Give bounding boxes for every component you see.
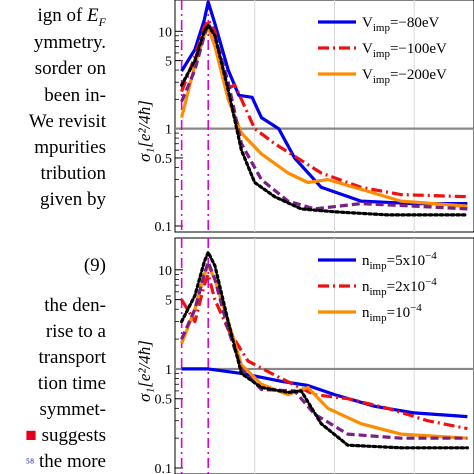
plot-area bbox=[175, 238, 474, 474]
text-line: rise to a bbox=[45, 321, 106, 342]
series-line-blue bbox=[181, 367, 468, 419]
text-line: symmet- bbox=[39, 399, 107, 420]
y-axis-label: σ₁[e²/4ħ] bbox=[135, 340, 154, 402]
series-line-red bbox=[180, 272, 468, 431]
text-line: mpurities bbox=[34, 137, 106, 158]
text-line: the den- bbox=[44, 295, 106, 316]
text-line: tribution bbox=[40, 163, 106, 184]
legend-entry: nimp=2x10−4 bbox=[362, 276, 437, 298]
text-line: sorder on bbox=[34, 58, 106, 79]
text-line: ⁵⁸ the more bbox=[25, 451, 106, 472]
legend-entry: Vimp=−80eV bbox=[362, 15, 440, 34]
series-line-orange bbox=[180, 264, 468, 440]
legend-entry: nimp=5x10−4 bbox=[362, 250, 437, 272]
y-axis-label: σ₁[e²/4ħ] bbox=[135, 100, 154, 162]
y-tick-label: 10 bbox=[158, 264, 172, 279]
chart-panel-top: 10 5 1 0.5 0.1 σ₁[e²/4ħ] Vimp=−80eV Vimp=−100eV… bbox=[135, 0, 474, 235]
y-tick-label: 1 bbox=[165, 123, 172, 138]
y-tick-label: 0.1 bbox=[155, 220, 173, 235]
plot-frame bbox=[174, 0, 474, 233]
text-line: been in- bbox=[44, 85, 106, 106]
series-line-black bbox=[180, 23, 469, 217]
plot-frame bbox=[174, 237, 474, 474]
legend-entry: nimp=10−4 bbox=[362, 302, 422, 324]
plot-area bbox=[175, 0, 474, 232]
y-tick-label: 0.1 bbox=[155, 462, 173, 474]
legend-entry: Vimp=−200eV bbox=[362, 67, 447, 86]
citation-mark[interactable]: ⁵⁸ bbox=[25, 456, 35, 470]
y-tick-label: 5 bbox=[165, 55, 172, 70]
text-line: transport bbox=[38, 347, 106, 368]
y-tick-label: 10 bbox=[158, 25, 172, 40]
text-line: given by bbox=[40, 189, 106, 210]
y-tick-label: 5 bbox=[165, 294, 172, 309]
text-line: ymmetry. bbox=[33, 32, 106, 53]
series-line-black bbox=[180, 250, 469, 450]
y-tick-label: 1 bbox=[165, 363, 172, 378]
paper-text-column: ign of EF ymmetry. sorder on been in- We… bbox=[0, 0, 120, 474]
y-tick-label: 0.5 bbox=[155, 393, 173, 408]
text-line: We revisit bbox=[28, 111, 106, 132]
series-line-blue bbox=[180, 0, 468, 206]
y-tick-label: 0.5 bbox=[155, 152, 173, 167]
chart-panel-bottom: 10 5 1 0.5 0.1 σ₁[e²/4ħ] nimp=5x10−4 nimp=2x10−… bbox=[135, 237, 474, 474]
text-line: ■ suggests bbox=[25, 425, 106, 446]
equation-number: (9) bbox=[83, 255, 106, 276]
text-line: tion time bbox=[37, 373, 106, 394]
citation-mark[interactable]: ■ bbox=[25, 425, 37, 446]
text-line: ign of EF bbox=[37, 5, 106, 29]
series-line-red bbox=[180, 18, 468, 199]
legend-entry: Vimp=−100eV bbox=[362, 41, 447, 60]
